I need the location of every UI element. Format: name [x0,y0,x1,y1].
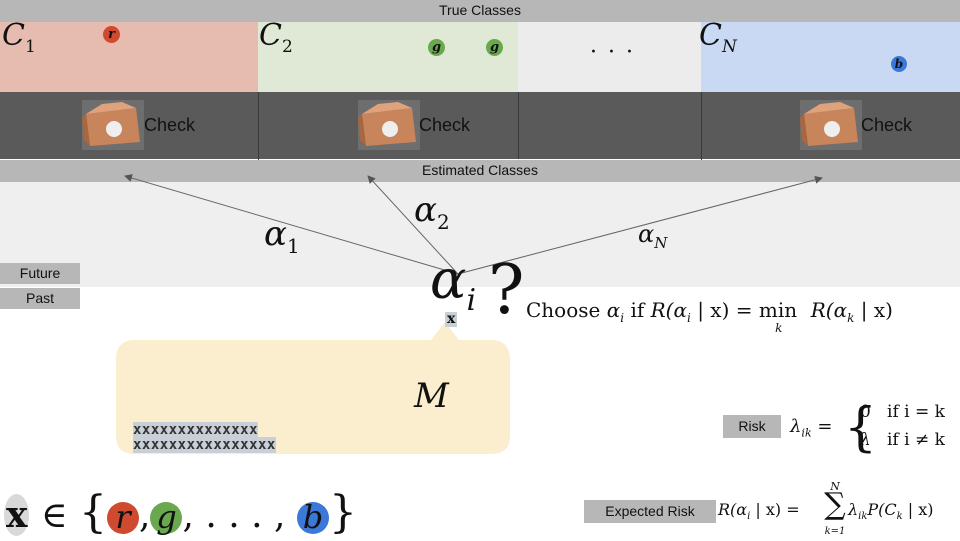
item-r: r [107,501,140,534]
decision-alpha: αi [430,248,477,318]
divider [258,92,259,182]
past-tag: Past [0,288,80,309]
decision-question-mark: ? [488,251,525,330]
item-b: b [891,56,907,72]
box-icon [82,100,144,150]
arrow-alpha-1 [124,174,459,275]
arrow-alpha-2 [367,175,459,275]
divider [701,92,702,182]
risk-tag: Risk [723,415,781,438]
class-column-cn: CN b [699,18,960,92]
model-label: M [414,376,449,416]
estimated-classes-header: Estimated Classes [0,160,960,182]
class-label-c1: C [2,18,25,53]
divider [518,92,519,159]
box-icon [800,100,862,150]
item-g: g [486,39,503,56]
choose-rule: Choose αi if R(αi | x) = mink R(αk | x) [526,298,893,335]
action-label-alpha-2: α2 [414,190,450,234]
item-g: g [150,501,183,534]
expected-risk-formula: R(αi | x) = N ∑ k=1 λikP(Ck | x) [718,480,934,537]
class-column-c1: C1 r [0,18,258,92]
arrow-alpha-n [457,175,823,275]
true-classes-header: True Classes [0,0,960,22]
action-label-alpha-1: α1 [264,214,300,258]
model-bubble [116,322,510,454]
class-column-ellipsis: · · · [518,22,701,92]
check-label: Check [861,115,913,135]
item-g: g [428,39,445,56]
class-column-c2: C2 g g [258,18,518,92]
set-definition: x ∈ {r, g, . . . , b} [4,487,357,538]
ellipsis: · · · [590,40,635,65]
training-data-row-1: xxxxxxxxxxxxxx [133,422,259,438]
x-symbol: x [4,494,30,536]
x-input-marker: x [445,311,458,327]
action-label-alpha-n: αN [638,220,668,252]
item-r: r [103,26,120,43]
check-label: Check [419,115,471,135]
box-icon [358,100,420,150]
class-label-cn: C [699,18,722,53]
expected-risk-tag: Expected Risk [584,500,716,523]
item-b: b [296,501,329,534]
training-data-row-2: xxxxxxxxxxxxxxxx [133,437,276,453]
class-label-c2: C [259,18,282,53]
action-arrows [124,174,823,275]
future-tag: Future [0,263,80,284]
risk-formula: λik = { 0 if i = k λ if i ≠ k [790,398,945,458]
future-region [0,182,960,287]
check-label: Check [144,115,196,135]
